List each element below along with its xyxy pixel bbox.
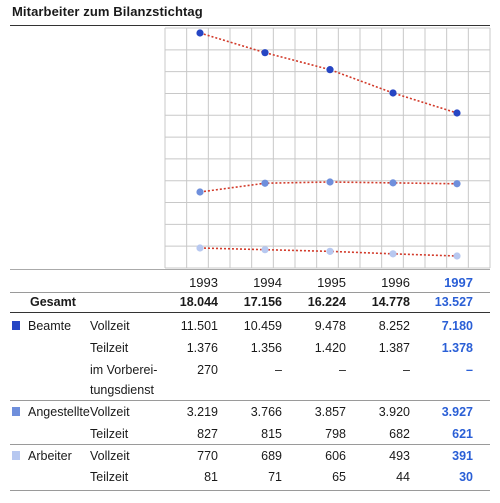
gesamt-value: 16.224 [307, 295, 346, 309]
year-header: 1997 [444, 275, 473, 290]
table-cell: 621 [452, 427, 473, 441]
data-point [196, 244, 204, 252]
table-cell: 1.356 [250, 341, 282, 355]
table-cell: 10.459 [243, 319, 282, 333]
chart-title: Mitarbeiter zum Bilanzstichtag [12, 4, 203, 19]
data-point [326, 247, 334, 255]
data-point [326, 178, 334, 186]
row-separator [10, 400, 490, 401]
table-cell: 44 [396, 470, 410, 484]
table-cell: 1.420 [314, 341, 346, 355]
year-header: 1994 [253, 275, 282, 290]
row-separator [10, 444, 490, 445]
data-point [453, 252, 461, 260]
row-type-label: Vollzeit [90, 449, 130, 463]
year-header: 1993 [189, 275, 218, 290]
data-point [196, 188, 204, 196]
data-point [261, 49, 269, 57]
table-cell: – [403, 363, 410, 377]
table-cell: 71 [268, 470, 282, 484]
table-cell: 3.766 [250, 405, 282, 419]
row-type-label: Vollzeit [90, 319, 130, 333]
table-cell: 9.478 [314, 319, 346, 333]
legend-marker [12, 407, 20, 416]
gesamt-separator [10, 312, 490, 313]
data-point [453, 109, 461, 117]
table-cell: 270 [197, 363, 218, 377]
table-cell: 7.180 [441, 319, 473, 333]
table-cell: – [275, 363, 282, 377]
table-cell: 1.387 [378, 341, 410, 355]
table-cell: 65 [332, 470, 346, 484]
table-cell: 8.252 [378, 319, 410, 333]
table-cell: 3.219 [186, 405, 218, 419]
table-cell: – [466, 363, 473, 377]
data-point [389, 179, 397, 187]
data-point [453, 180, 461, 188]
table-cell: 81 [204, 470, 218, 484]
gesamt-value: 18.044 [179, 295, 218, 309]
table-cell: 30 [459, 470, 473, 484]
table-cell: 815 [261, 427, 282, 441]
table-cell: 606 [325, 449, 346, 463]
year-header: 1995 [317, 275, 346, 290]
data-point [261, 246, 269, 254]
gesamt-label: Gesamt [30, 295, 76, 309]
table-cell: 391 [452, 449, 473, 463]
chart [10, 27, 491, 270]
data-point [326, 66, 334, 74]
table-cell: 682 [389, 427, 410, 441]
row-type-label: Teilzeit [90, 341, 129, 355]
row-group-label: Beamte [28, 319, 72, 333]
gesamt-value: 17.156 [243, 295, 282, 309]
table-cell: 3.920 [378, 405, 410, 419]
legend-marker [12, 451, 20, 460]
header-separator [10, 292, 490, 293]
table-cell: 493 [389, 449, 410, 463]
row-type-label: Teilzeit [90, 427, 129, 441]
table-cell: 11.501 [180, 319, 218, 333]
row-type-label: im Vorberei- [90, 363, 158, 377]
data-point [389, 89, 397, 97]
table-cell: 770 [197, 449, 218, 463]
table-cell: 3.927 [441, 405, 473, 419]
row-group-label: Arbeiter [28, 449, 72, 463]
chart-grid [164, 27, 491, 269]
gesamt-value: 13.527 [434, 295, 473, 309]
row-type-label: Vollzeit [90, 405, 130, 419]
table-cell: 689 [261, 449, 282, 463]
table-cell: 1.376 [186, 341, 218, 355]
title-rule [10, 25, 490, 26]
row-type-label: Teilzeit [90, 470, 129, 484]
row-type-label: tungsdienst [90, 383, 154, 397]
legend-marker [12, 321, 20, 330]
data-point [196, 29, 204, 37]
table-cell: – [339, 363, 346, 377]
year-header: 1996 [381, 275, 410, 290]
table-cell: 3.857 [314, 405, 346, 419]
table-cell: 827 [197, 427, 218, 441]
table-bottom-rule [10, 490, 490, 491]
data-point [389, 250, 397, 258]
table-cell: 1.378 [441, 341, 473, 355]
gesamt-value: 14.778 [371, 295, 410, 309]
row-group-label: Angestellte [28, 405, 90, 419]
data-point [261, 179, 269, 187]
table-cell: 798 [325, 427, 346, 441]
series-line [199, 32, 458, 114]
